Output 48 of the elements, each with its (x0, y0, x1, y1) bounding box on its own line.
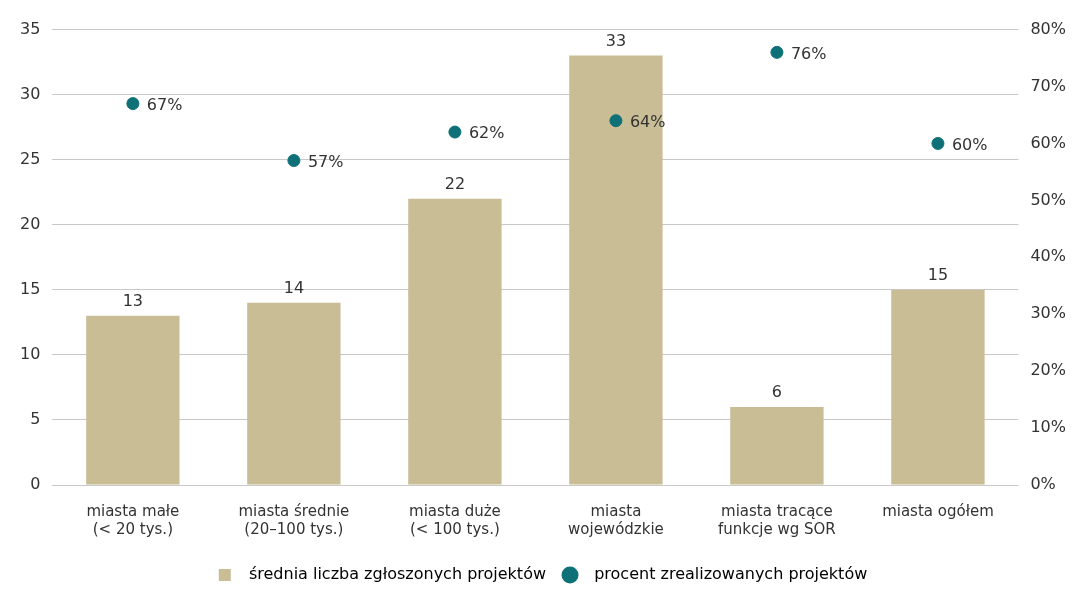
y-tick-label: 5 (30, 409, 41, 429)
x-tick-label: miasta duże (< 100 tys.) (409, 501, 501, 538)
point (448, 125, 462, 139)
point (770, 45, 784, 59)
y2-tick-label: 80% (1030, 18, 1066, 38)
y2-tick-label: 70% (1030, 75, 1066, 95)
point (609, 114, 623, 128)
data-label: 60% (951, 134, 988, 154)
y2-tick-label: 50% (1030, 189, 1066, 209)
data-label: 62% (468, 123, 505, 143)
legend-label: średnia liczba zgłoszonych projektów (238, 564, 547, 584)
y-tick-label: 0 (30, 474, 41, 494)
x-tick-label: miasta ogółem (882, 501, 994, 520)
y2-tick-label: 40% (1030, 246, 1066, 266)
point (126, 97, 140, 111)
bar (730, 406, 824, 485)
point (931, 136, 945, 150)
y-tick-label: 15 (20, 278, 41, 298)
data-label: 57% (307, 151, 344, 171)
data-label: 14 (283, 278, 305, 297)
data-label: 67% (146, 94, 183, 114)
data-label: 6 (771, 382, 783, 402)
y-tick-label: 35 (20, 18, 41, 38)
point (287, 154, 301, 168)
bar (891, 289, 985, 485)
y-tick-label: 10 (20, 344, 41, 364)
y-tick-label: 20 (20, 213, 41, 233)
bar (569, 55, 663, 485)
bar (408, 198, 502, 485)
x-tick-label: miasta małe (< 20 tys.) (86, 501, 180, 538)
x-tick-label: miasta tracące funkcje wg SOR (718, 501, 836, 538)
y2-tick-label: 60% (1030, 132, 1066, 152)
x-tick-label: miasta średnie (20–100 tys.) (238, 501, 350, 538)
y2-tick-label: 0% (1030, 474, 1056, 494)
data-label: 15 (927, 264, 949, 284)
legend-label: procent zrealizowanych projektów (584, 564, 868, 584)
x-tick-label: miasta wojewódzkie (568, 501, 664, 538)
y-tick-label: 30 (20, 83, 41, 103)
data-label: 22 (444, 173, 466, 193)
bar (86, 315, 180, 485)
data-label: 13 (122, 291, 144, 311)
y2-tick-label: 30% (1030, 303, 1066, 323)
y-tick-label: 25 (20, 148, 41, 168)
bar (247, 302, 341, 485)
y2-tick-label: 20% (1030, 360, 1066, 380)
data-label: 33 (605, 30, 627, 50)
y2-tick-label: 10% (1030, 417, 1066, 437)
data-label: 76% (790, 43, 827, 63)
